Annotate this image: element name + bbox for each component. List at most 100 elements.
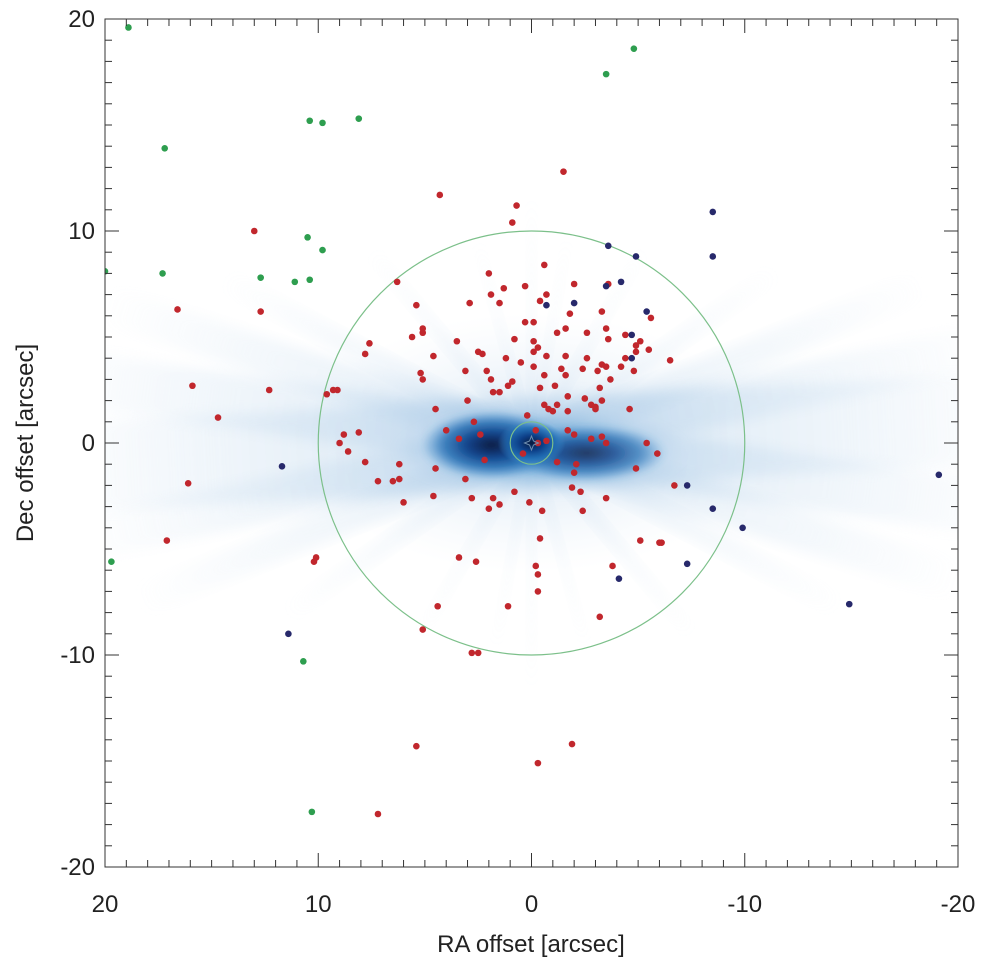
scatter-point xyxy=(536,535,544,542)
scatter-point xyxy=(455,554,463,561)
scatter-point xyxy=(432,465,439,472)
scatter-point xyxy=(453,337,461,345)
scatter-point xyxy=(308,808,316,816)
scatter-point xyxy=(543,301,550,309)
center-marker-layer xyxy=(523,434,540,452)
scatter-point xyxy=(419,626,427,633)
scatter-point xyxy=(395,475,403,483)
scatter-point xyxy=(645,346,653,354)
scatter-point xyxy=(419,376,427,383)
scatter-point xyxy=(509,378,516,385)
scatter-point xyxy=(434,602,441,610)
scatter-point xyxy=(632,253,640,260)
scatter-point xyxy=(935,471,943,479)
scatter-point xyxy=(564,393,572,400)
scatter-point xyxy=(517,359,525,366)
scatter-point xyxy=(504,382,512,390)
scatter-point xyxy=(602,363,610,370)
scatter-point xyxy=(630,45,638,52)
y-tick-label: 20 xyxy=(68,6,95,33)
scatter-point xyxy=(581,395,589,402)
scatter-point xyxy=(568,484,576,491)
scatter-point xyxy=(604,242,612,250)
x-tick-label: -10 xyxy=(727,891,762,918)
scatter-point xyxy=(566,310,574,317)
scatter-point xyxy=(374,477,382,485)
scatter-point xyxy=(521,318,529,326)
scatter-point xyxy=(487,291,495,298)
scatter-point xyxy=(543,437,550,445)
scatter-point xyxy=(504,602,512,610)
scatter-point xyxy=(654,450,661,457)
scatter-point xyxy=(291,278,299,286)
scatter-point xyxy=(551,382,559,390)
scatter-point xyxy=(622,331,629,339)
scatter-point xyxy=(413,742,420,750)
scatter-point xyxy=(577,488,584,496)
scatter-point xyxy=(553,401,561,409)
scatter-point xyxy=(683,482,691,489)
scatter-point xyxy=(526,499,533,506)
scatter-point xyxy=(479,350,486,358)
scatter-point xyxy=(413,301,420,309)
scatter-point xyxy=(543,291,550,298)
scatter-point xyxy=(570,431,578,438)
scatter-point xyxy=(489,388,497,396)
scatter-point xyxy=(632,465,640,472)
y-tick-label: 0 xyxy=(82,430,95,457)
scatter-point xyxy=(540,401,548,409)
scatter-point xyxy=(540,371,548,379)
scatter-point xyxy=(602,282,610,290)
scatter-point xyxy=(214,414,222,421)
axis-ticks xyxy=(104,18,959,868)
scatter-point xyxy=(400,499,407,506)
scatter-point xyxy=(607,376,614,383)
scatter-point xyxy=(408,333,416,341)
scatter-point xyxy=(355,429,363,436)
scatter-point xyxy=(519,450,527,457)
scatter-point xyxy=(671,482,678,489)
scatter-point xyxy=(466,299,473,307)
y-axis-label: Dec offset [arcsec] xyxy=(12,344,39,542)
scatter-point xyxy=(257,308,264,315)
scatter-point xyxy=(511,335,518,343)
scatter-point xyxy=(602,325,610,332)
scatter-point xyxy=(455,435,463,443)
x-tick-label: 0 xyxy=(525,891,538,918)
intensity-map xyxy=(105,193,958,693)
scatter-point xyxy=(562,371,569,379)
scatter-point xyxy=(300,658,307,665)
map-core xyxy=(497,421,566,465)
y-tick-label: -10 xyxy=(60,642,95,669)
scatter-point xyxy=(306,117,314,125)
scatter-point xyxy=(462,367,469,375)
scatter-point xyxy=(389,477,397,485)
scatter-point xyxy=(521,282,529,290)
scatter-point xyxy=(489,494,497,502)
x-tick-label: 10 xyxy=(305,891,332,918)
scatter-point xyxy=(579,507,586,515)
scatter-point xyxy=(564,407,572,415)
scatter-point xyxy=(602,494,610,502)
scatter-point xyxy=(632,342,640,349)
scatter-point xyxy=(340,431,348,438)
scatter-point xyxy=(483,367,491,375)
circles-layer xyxy=(317,230,746,656)
scatter-point xyxy=(530,348,537,356)
scatter-point xyxy=(568,740,576,748)
scatter-point xyxy=(366,340,373,347)
scatter-point xyxy=(564,426,572,434)
y-tick-label: 10 xyxy=(68,218,95,245)
scatter-point xyxy=(523,412,531,419)
scatter-point xyxy=(319,246,326,254)
scatter-point xyxy=(534,759,542,767)
scatter-point xyxy=(189,382,196,390)
scatter-point xyxy=(430,352,437,360)
scatter-point xyxy=(487,376,495,383)
scatter-point xyxy=(534,344,542,351)
scatter-point xyxy=(845,600,853,608)
scatter-point xyxy=(683,560,691,568)
scatter-point xyxy=(583,354,591,362)
scatter-point xyxy=(432,405,439,413)
